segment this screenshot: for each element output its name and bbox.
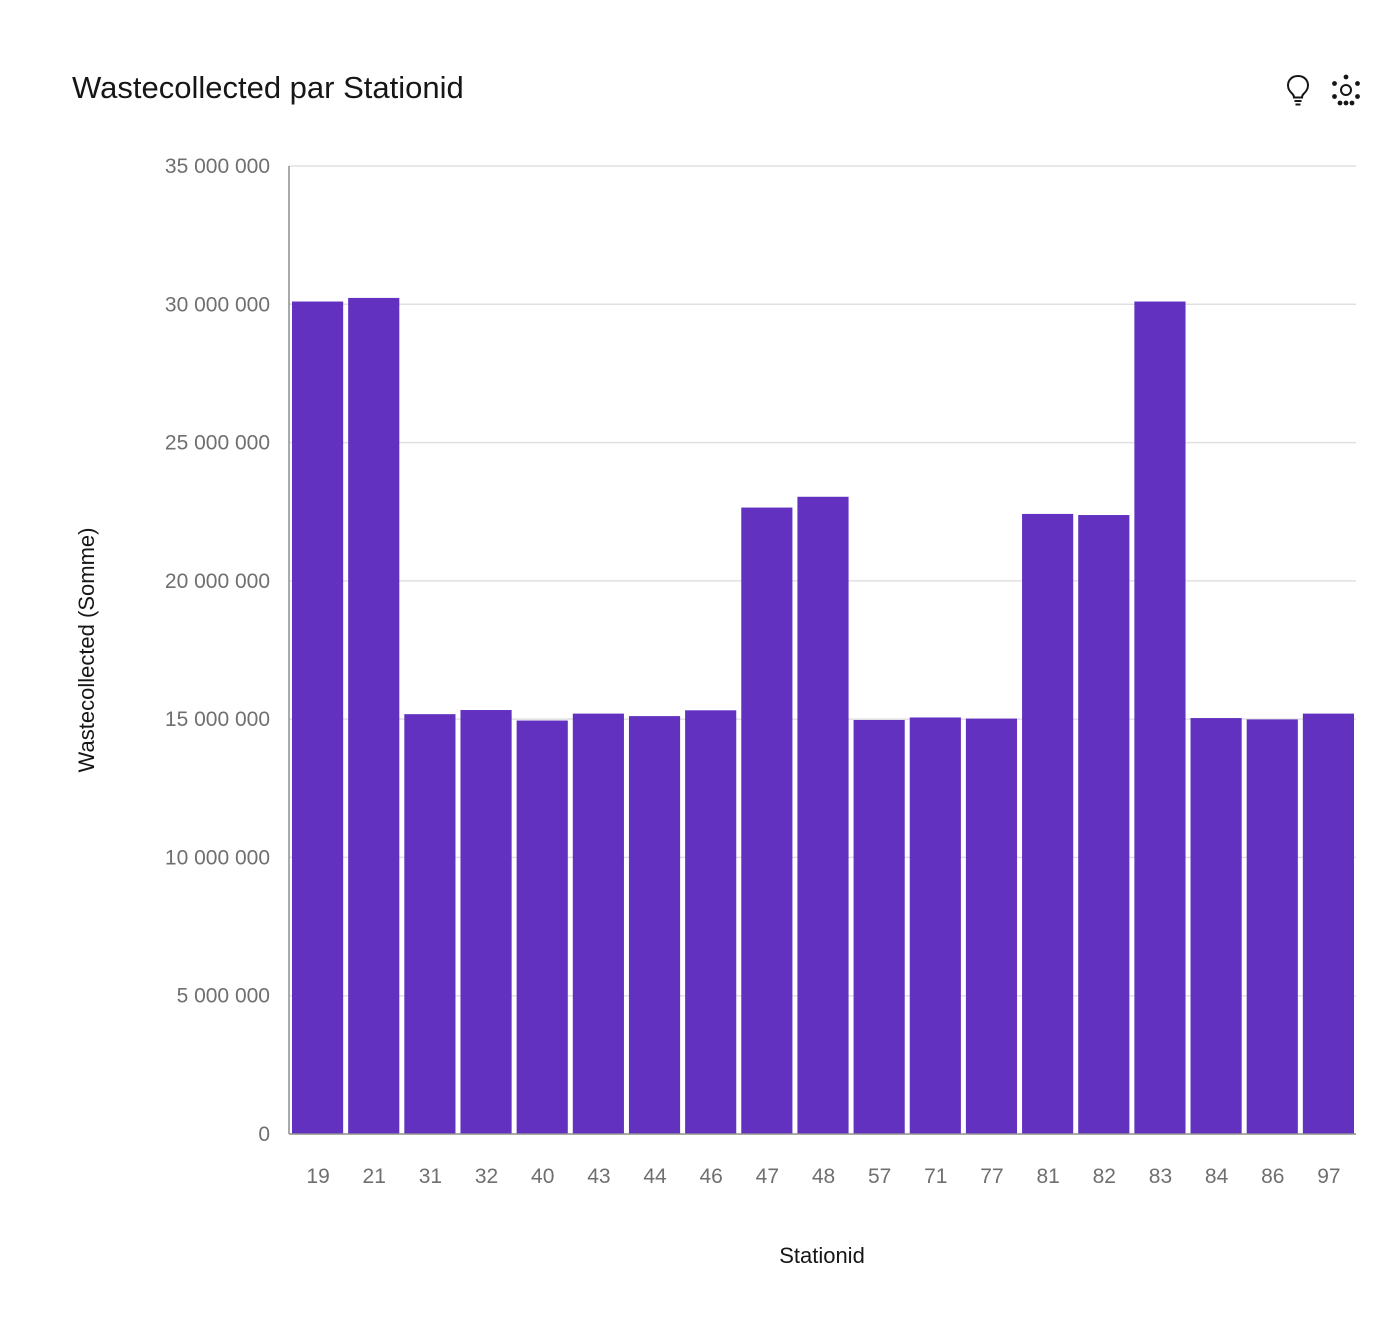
x-tick-label: 86	[1261, 1165, 1284, 1188]
bar[interactable]	[460, 710, 512, 1134]
x-tick-label: 43	[587, 1165, 610, 1188]
x-tick-label: 40	[531, 1165, 554, 1188]
x-tick-label: 44	[643, 1165, 667, 1188]
bar[interactable]	[1190, 718, 1242, 1134]
x-tick-label: 82	[1093, 1165, 1116, 1188]
y-tick-label: 0	[258, 1123, 270, 1146]
bar[interactable]	[1134, 301, 1186, 1134]
y-tick-label: 5 000 000	[177, 985, 270, 1008]
y-tick-label: 35 000 000	[165, 155, 270, 178]
x-tick-label: 32	[475, 1165, 498, 1188]
bar[interactable]	[348, 297, 400, 1134]
x-tick-label: 19	[306, 1165, 329, 1188]
y-axis-tick-labels: 0 5 000 000 10 000 000 15 000 000 20 000 000…	[165, 155, 270, 1146]
x-tick-label: 84	[1205, 1165, 1229, 1188]
lightbulb-icon	[1286, 74, 1310, 106]
bar[interactable]	[1078, 515, 1130, 1134]
bar[interactable]	[516, 720, 568, 1134]
chart-title: Wastecollected par Stationid	[72, 70, 464, 105]
bar[interactable]	[741, 507, 793, 1135]
bar[interactable]	[1302, 713, 1354, 1134]
bar[interactable]	[1246, 719, 1298, 1134]
x-tick-label: 57	[868, 1165, 891, 1188]
x-tick-label: 46	[700, 1165, 723, 1188]
bar[interactable]	[797, 496, 849, 1134]
x-tick-label: 31	[419, 1165, 442, 1188]
x-tick-label: 83	[1149, 1165, 1172, 1188]
bars	[292, 297, 1354, 1135]
x-axis-title: Stationid	[779, 1243, 865, 1268]
bar[interactable]	[404, 714, 456, 1134]
x-tick-label: 77	[980, 1165, 1003, 1188]
axes	[288, 166, 1356, 1135]
chart-toolbar	[1278, 72, 1368, 108]
bar[interactable]	[909, 717, 961, 1134]
x-tick-label: 21	[363, 1165, 386, 1188]
bar[interactable]	[292, 301, 344, 1134]
bar[interactable]	[572, 713, 624, 1134]
x-tick-label: 81	[1036, 1165, 1059, 1188]
y-tick-label: 25 000 000	[165, 432, 270, 455]
y-tick-label: 10 000 000	[165, 846, 270, 869]
explore-dots-icon	[1332, 74, 1360, 106]
x-axis-tick-labels: 19 21 31 32 40 43 44 46 47 48 57 71 77 81 82 83 84 86 97	[306, 1165, 1340, 1188]
x-tick-label: 48	[812, 1165, 835, 1188]
y-tick-label: 15 000 000	[165, 708, 270, 731]
y-tick-label: 30 000 000	[165, 293, 270, 316]
x-tick-label: 71	[924, 1165, 947, 1188]
x-tick-label: 97	[1317, 1165, 1340, 1188]
explore-button[interactable]	[1326, 72, 1366, 108]
bar[interactable]	[965, 718, 1018, 1134]
y-tick-label: 20 000 000	[165, 570, 270, 593]
x-tick-label: 47	[756, 1165, 779, 1188]
bar[interactable]	[853, 719, 905, 1134]
bar[interactable]	[1022, 513, 1074, 1134]
bar[interactable]	[628, 716, 681, 1134]
bar[interactable]	[685, 710, 737, 1134]
insights-button[interactable]	[1278, 72, 1318, 108]
y-axis-title: Wastecollected (Somme)	[74, 528, 99, 773]
